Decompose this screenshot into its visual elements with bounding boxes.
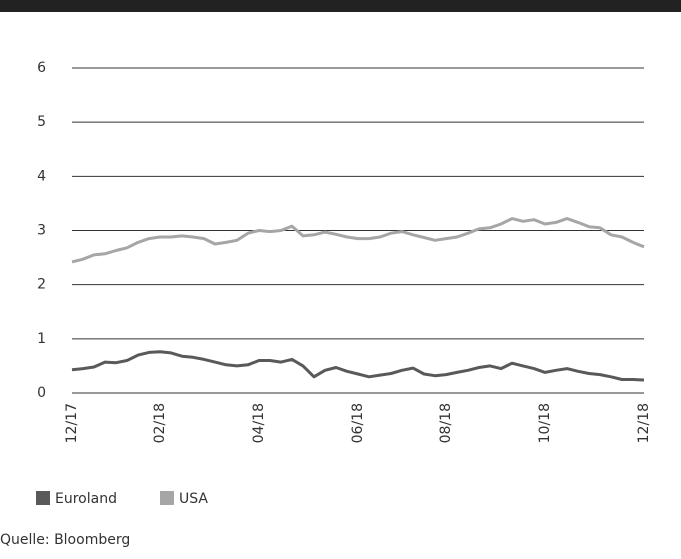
y-tick-label: 5 [37, 114, 46, 130]
x-tick-label: 04/18 [251, 403, 267, 443]
x-tick-label: 12/17 [64, 403, 80, 443]
x-tick-label: 12/18 [636, 403, 652, 443]
legend-label: USA [179, 491, 208, 507]
y-tick-label: 4 [37, 168, 46, 184]
source: Quelle: Bloomberg [0, 532, 130, 548]
x-tick-label: 06/18 [350, 403, 366, 443]
y-tick-label: 3 [37, 223, 46, 239]
y-tick-label: 1 [37, 331, 46, 347]
legend-label: Euroland [55, 491, 117, 507]
x-tick-label: 10/18 [537, 403, 553, 443]
legend-swatch [160, 491, 174, 505]
x-tick-label: 02/18 [152, 403, 168, 443]
x-tick-label: 08/18 [438, 403, 454, 443]
line [71, 217, 645, 264]
y-tick-label: 0 [37, 385, 46, 401]
legend-swatch [36, 491, 50, 505]
top-bar [0, 0, 681, 12]
line [71, 350, 645, 382]
y-tick-label: 6 [37, 60, 46, 76]
y-tick-label: 2 [37, 277, 46, 293]
